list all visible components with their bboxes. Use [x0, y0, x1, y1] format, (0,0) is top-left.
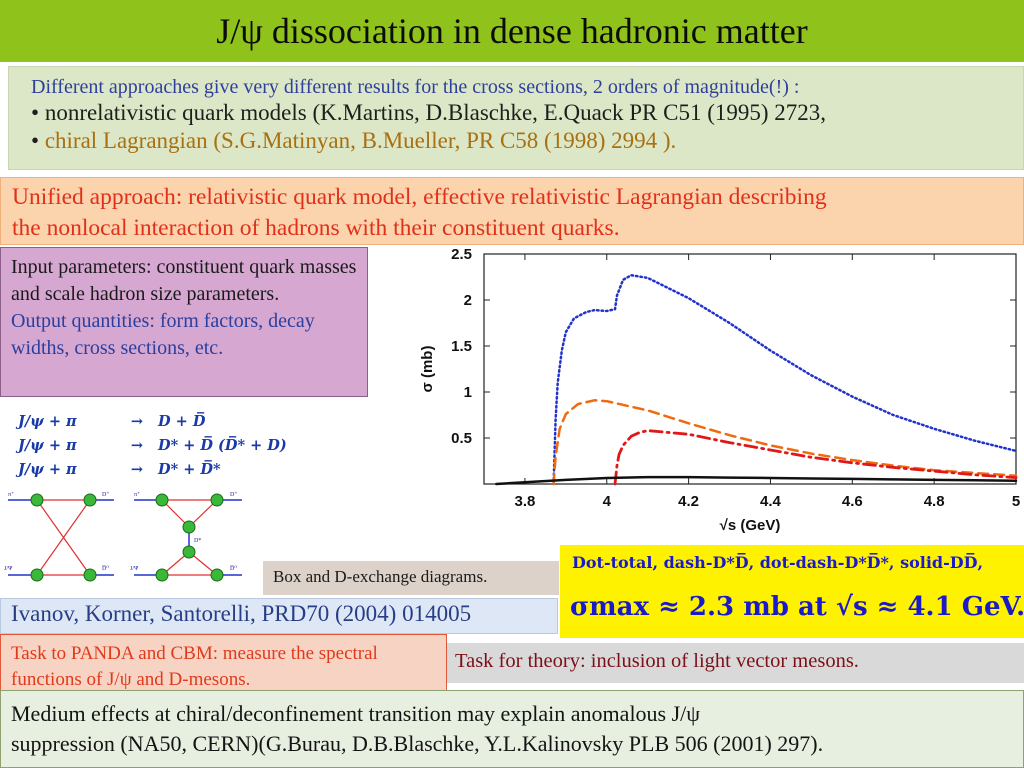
sigma-max-text: σmax ≈ 2.3 mb at √s ≈ 4.1 GeV. — [570, 592, 1024, 622]
d-plus-label: D⁺ — [230, 492, 238, 498]
reaction-lhs: J/ψ + π — [18, 461, 77, 478]
medium-effects-box: Medium effects at chiral/deconfinement t… — [0, 690, 1024, 768]
reaction-list: J/ψ + π → D + D̅ J/ψ + π → D* + D̅ (D̅* + D)… — [18, 410, 308, 482]
reaction-lhs: J/ψ + π — [18, 437, 77, 454]
pi-label: π⁺ — [134, 492, 140, 498]
x-tick-label: 4.2 — [678, 493, 699, 510]
input-parameters: Input parameters: constituent quark mass… — [11, 256, 357, 305]
bullet: • — [31, 128, 40, 153]
x-tick-label: 4 — [603, 493, 612, 510]
plot-frame — [483, 253, 1017, 485]
x-tick-label: 3.8 — [514, 493, 535, 510]
axis-ticks: 3.8 4 4.2 4.4 4.6 4.8 5 0.5 1 1.5 2 2.5 — [451, 246, 1020, 510]
reaction-rhs: D* + D̅* — [158, 461, 221, 478]
series-d-dbar — [495, 475, 1018, 486]
x-tick-label: 4.6 — [842, 493, 863, 510]
unified-line-1: Unified approach: relativistic quark mod… — [12, 184, 827, 210]
slide-title: J/ψ dissociation in dense hadronic matte… — [216, 11, 808, 51]
pi-label: π⁺ — [8, 492, 14, 498]
x-tick-label: 4.8 — [924, 493, 945, 510]
y-tick-label: 1 — [464, 384, 472, 401]
parameters-box: Input parameters: constituent quark mass… — [0, 247, 368, 397]
cross-section-chart: 3.8 4 4.2 4.4 4.6 4.8 5 0.5 1 1.5 2 2.5 √s (GeV) σ … — [419, 246, 1020, 534]
legend-text: Dot-total, dash-D*D̅, dot-dash-D*D̅*, so… — [572, 553, 984, 572]
reaction-row: J/ψ + π → D* + D̅ (D̅* + D) — [18, 434, 308, 458]
medium-effects-line-2: suppression (NA50, CERN)(G.Burau, D.B.Bl… — [11, 731, 824, 756]
unified-approach-box: Unified approach: relativistic quark mod… — [0, 177, 1024, 245]
jpsi-label: J/Ψ — [4, 566, 13, 572]
plot-area-border — [483, 253, 1017, 485]
approach-chiral: • chiral Lagrangian (S.G.Matinyan, B.Mue… — [31, 127, 1023, 155]
series-total — [552, 273, 1018, 486]
title-bar — [0, 0, 1024, 62]
legend-box: Dot-total, dash-D*D̅, dot-dash-D*D̅*, so… — [560, 545, 1024, 638]
y-tick-label: 2.5 — [451, 246, 472, 263]
feynman-diagrams: π⁺ D⁺ J/Ψ D̅⁰ π⁺ D⁺ D* J/Ψ D̅⁰ — [4, 492, 242, 582]
medium-effects-line-1: Medium effects at chiral/deconfinement t… — [11, 701, 701, 726]
reaction-lhs: J/ψ + π — [18, 413, 77, 430]
task-theory-box: Task for theory: inclusion of light vect… — [447, 643, 1024, 683]
unified-line-2: the nonlocal interaction of hadrons with… — [12, 215, 620, 241]
reaction-row: J/ψ + π → D + D̅ — [18, 410, 308, 434]
d-plus-label: D⁺ — [102, 492, 110, 498]
d-star-label: D* — [194, 538, 201, 544]
y-tick-label: 2 — [464, 292, 472, 309]
series-dstar-dstar — [613, 429, 1018, 486]
y-tick-label: 0.5 — [451, 430, 472, 447]
approach-quark-models: • nonrelativistic quark models (K.Martin… — [31, 99, 1023, 127]
reaction-row: J/ψ + π → D* + D̅* — [18, 458, 308, 482]
approach-chiral-text: chiral Lagrangian (S.G.Matinyan, B.Muell… — [44, 128, 677, 153]
d-exchange-diagram: π⁺ D⁺ D* J/Ψ D̅⁰ — [130, 492, 242, 582]
plot-series — [495, 273, 1018, 486]
x-tick-label: 5 — [1012, 493, 1020, 510]
arrow: → — [130, 461, 144, 478]
citation: Ivanov, Korner, Santorelli, PRD70 (2004)… — [0, 598, 558, 634]
box-diagram: π⁺ D⁺ J/Ψ D̅⁰ — [4, 492, 114, 582]
d-bar-label: D̅⁰ — [102, 565, 109, 572]
output-quantities: Output quantities: form factors, decay w… — [11, 310, 315, 359]
approaches-intro: Different approaches give very different… — [31, 76, 800, 98]
diagram-caption: Box and D-exchange diagrams. — [263, 561, 559, 595]
x-axis-label: √s (GeV) — [720, 517, 781, 534]
reaction-rhs: D* + D̅ (D̅* + D) — [158, 437, 287, 454]
x-tick-label: 4.4 — [760, 493, 782, 510]
y-tick-label: 1.5 — [451, 338, 472, 355]
arrow: → — [130, 413, 144, 430]
approaches-box: Different approaches give very different… — [8, 66, 1024, 170]
d-bar-label: D̅⁰ — [230, 565, 237, 572]
y-axis-label: σ (mb) — [419, 346, 436, 393]
series-dstar-dbar — [552, 399, 1018, 486]
arrow: → — [130, 437, 144, 454]
approach-quark-models-text: nonrelativistic quark models (K.Martins,… — [44, 100, 827, 125]
reaction-rhs: D + D̅ — [158, 413, 206, 430]
bullet: • — [31, 100, 40, 125]
jpsi-label: J/Ψ — [130, 566, 139, 572]
